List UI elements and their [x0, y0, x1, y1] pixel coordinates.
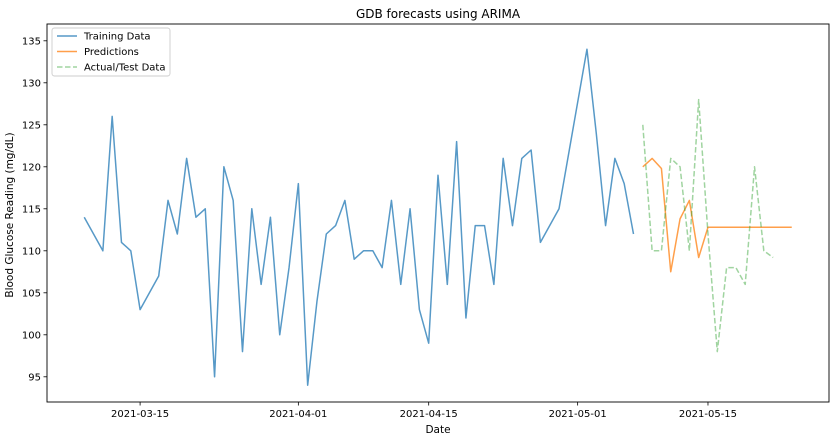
y-axis-label: Blood Glucose Reading (mg/dL)	[4, 132, 16, 297]
y-tick-label: 130	[22, 78, 41, 89]
y-tick-label: 120	[22, 162, 41, 173]
y-tick-label: 110	[22, 246, 41, 257]
legend-label-predictions: Predictions	[84, 47, 139, 58]
legend-label-actual-test-data: Actual/Test Data	[84, 63, 165, 74]
series-line-training-data	[83, 48, 635, 386]
x-tick-label: 2021-03-15	[111, 409, 169, 420]
y-tick-label: 105	[22, 288, 41, 299]
plot-series	[83, 48, 792, 386]
y-tick-label: 95	[28, 372, 41, 383]
y-tick-label: 100	[22, 330, 41, 341]
x-tick-label: 2021-04-15	[400, 409, 458, 420]
y-tick-label: 125	[22, 120, 41, 131]
legend-box	[51, 27, 171, 77]
chart-title: GDB forecasts using ARIMA	[356, 7, 521, 21]
x-tick-label: 2021-05-15	[679, 409, 737, 420]
legend: Training Data Predictions Actual/Test Data	[51, 27, 171, 77]
x-axis-label: Date	[425, 424, 450, 436]
axis-ticks: 2021-03-15 2021-04-01 2021-04-15 2021-05-01…	[22, 36, 737, 420]
legend-label-training-data: Training Data	[83, 32, 151, 43]
x-tick-label: 2021-05-01	[549, 409, 607, 420]
series-line-actual-test-data	[642, 98, 774, 353]
y-tick-label: 115	[22, 204, 41, 215]
plot-area-frame	[46, 23, 830, 403]
y-tick-label: 135	[22, 36, 41, 47]
series-line-predictions	[642, 157, 792, 273]
x-tick-label: 2021-04-01	[269, 409, 327, 420]
